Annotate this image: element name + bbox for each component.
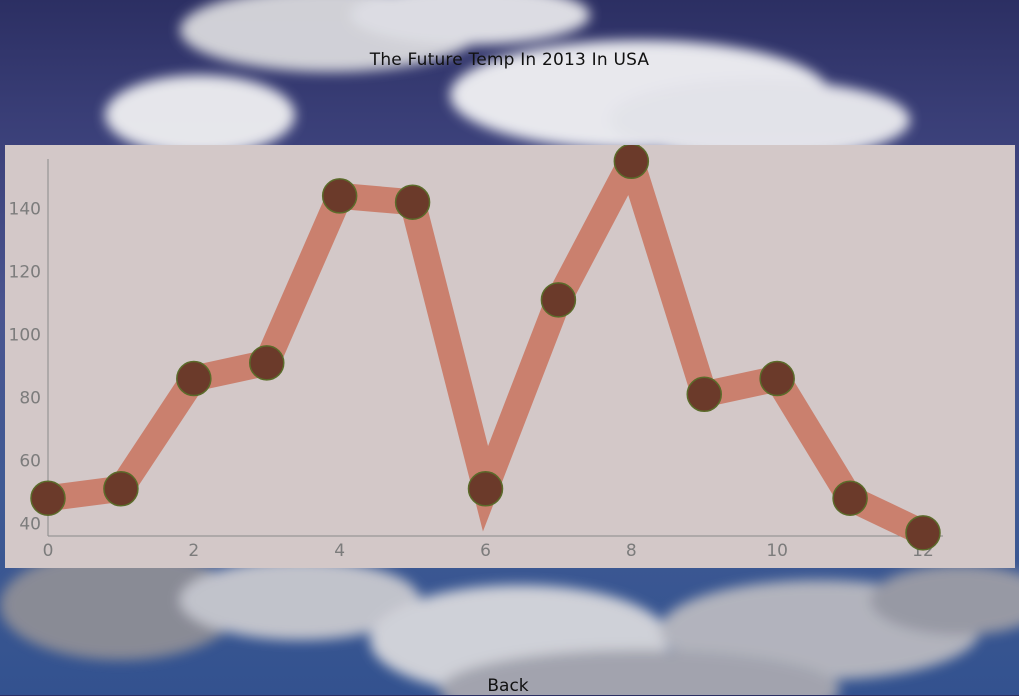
- y-tick-label: 100: [9, 325, 41, 345]
- x-tick-label: 2: [188, 541, 199, 561]
- y-tick-label: 120: [9, 263, 41, 283]
- data-point: [759, 360, 795, 397]
- x-tick-label: 6: [480, 541, 491, 561]
- back-button[interactable]: Back: [487, 676, 529, 696]
- y-tick-label: 40: [19, 514, 41, 534]
- data-point: [176, 360, 212, 397]
- data-point: [905, 515, 941, 551]
- chart-panel: 40 60 80 100 120 140 0 2 4 6 8 10 12: [5, 145, 1015, 568]
- y-tick-label: 60: [19, 451, 41, 471]
- data-point: [103, 471, 139, 507]
- data-point: [540, 282, 577, 318]
- x-tick-label: 4: [334, 541, 345, 561]
- data-point: [832, 480, 868, 516]
- x-tick-label: 0: [43, 541, 54, 561]
- data-point: [686, 376, 722, 413]
- y-tick-label: 140: [9, 200, 41, 220]
- x-tick-label: 8: [626, 541, 637, 561]
- data-point: [467, 471, 504, 507]
- data-point: [613, 145, 650, 180]
- y-tick-label: 80: [19, 388, 41, 408]
- data-point: [321, 178, 358, 214]
- data-point: [249, 345, 285, 381]
- x-tick-label: 10: [766, 541, 788, 561]
- data-point: [394, 184, 431, 220]
- chart-title: The Future Temp In 2013 In USA: [369, 50, 650, 70]
- data-point: [30, 480, 66, 516]
